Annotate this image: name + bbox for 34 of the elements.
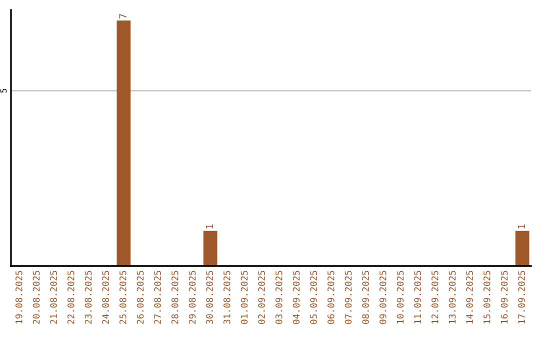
x-tick-label: 31.08.2025 (223, 270, 230, 324)
x-tick-label: 28.08.2025 (171, 270, 178, 324)
x-tick-label: 04.09.2025 (292, 270, 300, 324)
data-label: 1 (206, 224, 214, 228)
x-tick-label: 24.08.2025 (102, 270, 109, 324)
x-tick-label: 27.08.2025 (154, 270, 161, 324)
x-tick-label: 17.09.2025 (518, 270, 525, 324)
x-tick-label: 10.09.2025 (396, 270, 404, 324)
x-tick-label: 29.08.2025 (188, 270, 196, 324)
x-tick-label: 21.08.2025 (50, 270, 57, 324)
x-tick-label: 23.08.2025 (84, 270, 92, 324)
x-tick-label: 05.09.2025 (310, 270, 317, 324)
x-tick-label: 20.08.2025 (32, 270, 40, 324)
x-tick-label: 07.09.2025 (344, 270, 352, 324)
x-tick-label: 11.09.2025 (414, 270, 421, 324)
x-tick-label: 13.09.2025 (448, 270, 456, 324)
x-tick-label: 02.09.2025 (258, 270, 265, 324)
x-tick-label: 26.08.2025 (136, 270, 144, 324)
data-label: 1 (518, 224, 526, 228)
x-tick-label: 14.09.2025 (466, 270, 473, 324)
x-tick-label: 12.09.2025 (431, 270, 438, 324)
x-tick-label: 16.09.2025 (500, 270, 508, 324)
x-tick-label: 08.09.2025 (362, 270, 369, 324)
x-tick-label: 03.09.2025 (275, 270, 282, 324)
x-tick-label: 22.08.2025 (67, 270, 74, 324)
x-tick-label: 30.08.2025 (206, 270, 213, 324)
data-label: 7 (119, 14, 126, 18)
x-tick-label: 25.08.2025 (119, 270, 126, 324)
x-tick-label: 19.08.2025 (15, 270, 22, 324)
x-tick-label: 09.09.2025 (379, 270, 386, 324)
x-tick-label: 06.09.2025 (327, 270, 334, 324)
x-tick-label: 01.09.2025 (240, 270, 248, 324)
y-tick-label: 5 (0, 88, 7, 93)
x-tick-label: 15.09.2025 (483, 270, 490, 324)
